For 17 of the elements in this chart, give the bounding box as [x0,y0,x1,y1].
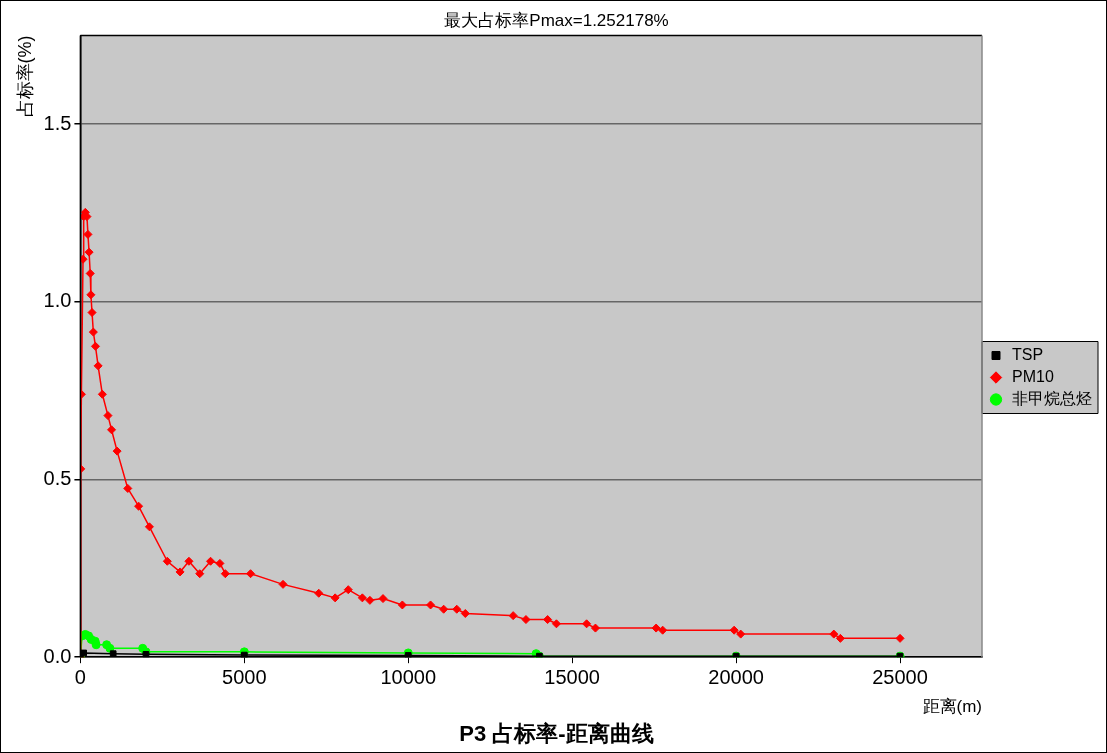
y-tick-label: 0.5 [43,467,72,490]
x-tick-label: 10000 [380,665,437,688]
x-tick-label: 15000 [544,665,600,688]
x-tick-label: 0 [74,665,86,688]
legend-label: PM10 [1012,367,1054,385]
x-tick-label: 5000 [222,665,267,688]
legend-label: 非甲烷总烃 [1012,389,1092,407]
y-axis-title: 占标率(%) [14,35,35,118]
x-axis-title: 距离(m) [922,697,982,717]
text: P3 占标率-距离曲线 [459,720,654,746]
chart-subtitle: 最大占标率Pmax=1.252178% [444,10,669,30]
x-tick-label: 20000 [708,665,764,688]
y-tick-label: 0.0 [43,644,72,667]
y-tick-label: 1.0 [43,289,72,312]
y-tick-label: 1.5 [43,111,72,134]
legend-label: TSP [1012,345,1044,363]
x-tick-label: 25000 [872,665,928,688]
